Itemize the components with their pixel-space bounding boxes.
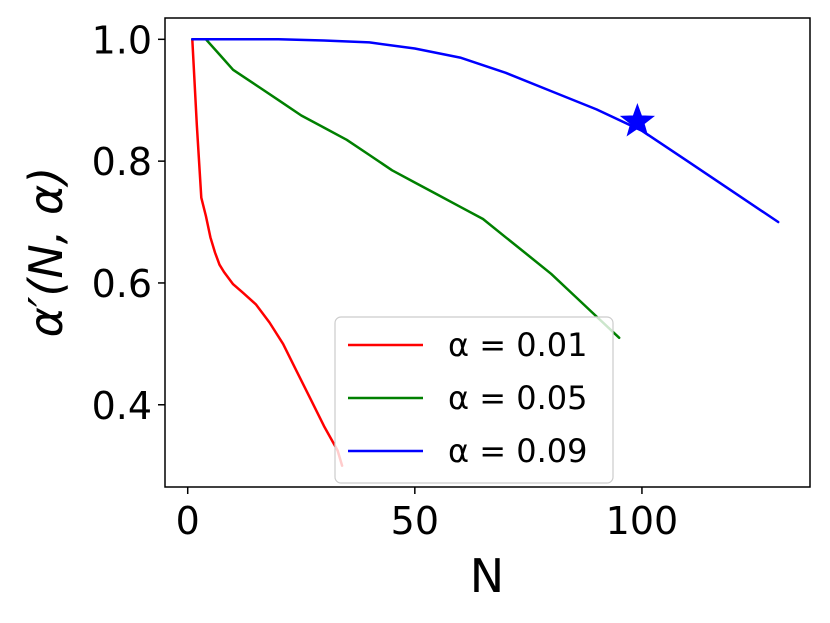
legend-label-1: α = 0.05: [448, 379, 588, 417]
x-axis-label: N: [470, 549, 504, 603]
y-axis-label: α′(N, α): [19, 167, 73, 338]
x-axis: 0 50 100: [176, 487, 679, 543]
series-lines: [191, 38, 780, 467]
series-line-0: [191, 38, 344, 467]
x-tick-label: 100: [606, 499, 679, 543]
legend: α = 0.01 α = 0.05 α = 0.09: [334, 316, 614, 484]
legend-box: [334, 316, 614, 484]
y-tick-label: 0.6: [92, 262, 152, 306]
chart-markers: [619, 103, 655, 137]
legend-label-0: α = 0.01: [448, 326, 588, 364]
y-tick-label: 0.8: [92, 140, 152, 184]
x-tick-label: 50: [391, 499, 439, 543]
plot-area: [164, 17, 811, 488]
x-tick-label: 0: [176, 499, 200, 543]
series-line-2: [191, 38, 780, 224]
y-axis: 0.4 0.6 0.8 1.0: [92, 18, 165, 428]
star-marker: [619, 103, 655, 137]
y-tick-label: 1.0: [92, 18, 152, 62]
series-line-1: [191, 38, 621, 340]
plot-frame: [164, 17, 811, 488]
y-tick-label: 0.4: [92, 384, 152, 428]
legend-label-2: α = 0.09: [448, 432, 588, 470]
